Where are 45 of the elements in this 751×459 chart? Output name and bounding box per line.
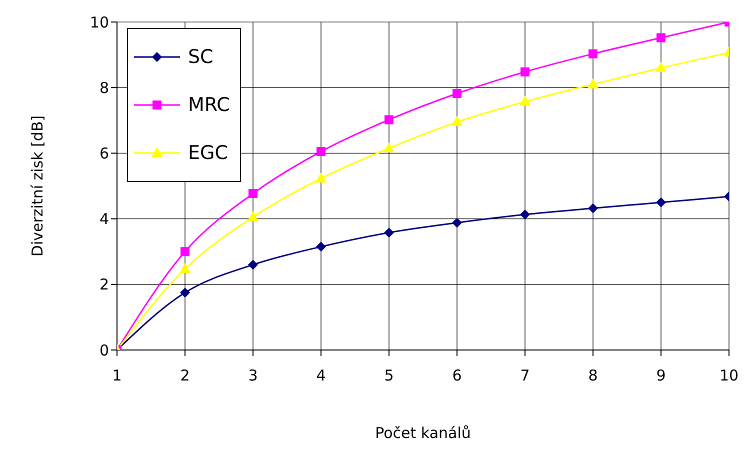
point <box>588 203 598 214</box>
point <box>452 116 462 126</box>
x-tick-label: 10 <box>719 366 739 385</box>
point <box>316 172 326 182</box>
point <box>180 288 190 298</box>
x-tick-label: 3 <box>248 366 258 385</box>
point <box>248 211 258 222</box>
y-tick-label: 6 <box>99 144 109 163</box>
point <box>384 115 394 124</box>
legend-label: EGC <box>188 142 228 164</box>
y-tick-label: 10 <box>90 13 109 32</box>
point <box>452 218 462 228</box>
y-tick-label: 8 <box>99 78 109 97</box>
x-tick-label: 9 <box>656 366 666 385</box>
point <box>248 189 258 198</box>
y-tick-label: 0 <box>99 341 109 360</box>
point <box>520 96 530 106</box>
x-tick-label: 6 <box>452 366 462 385</box>
legend-label: SC <box>188 46 214 68</box>
x-tick-label: 2 <box>180 366 190 385</box>
point <box>656 33 666 42</box>
x-tick-label: 5 <box>384 366 394 385</box>
point <box>384 228 394 238</box>
point <box>384 142 394 152</box>
point <box>180 247 190 256</box>
point <box>656 197 666 208</box>
point <box>520 67 530 76</box>
point <box>316 242 326 252</box>
y-tick-label: 4 <box>99 210 109 228</box>
point <box>180 262 190 273</box>
point <box>588 78 598 88</box>
point <box>452 89 462 98</box>
point <box>520 210 530 220</box>
legend-label: MRC <box>188 94 230 116</box>
y-axis-title: Diverzitní zisk [dB] <box>28 115 46 257</box>
x-tick-label: 1 <box>112 366 122 385</box>
x-axis-title: Počet kanálů <box>375 424 471 442</box>
y-tick-label: 2 <box>99 276 109 294</box>
x-tick-label: 8 <box>588 366 598 385</box>
point <box>316 147 326 156</box>
point <box>656 62 666 72</box>
point <box>588 49 598 58</box>
point <box>248 260 258 270</box>
x-tick-label: 7 <box>520 366 530 385</box>
x-tick-label: 4 <box>316 366 326 385</box>
